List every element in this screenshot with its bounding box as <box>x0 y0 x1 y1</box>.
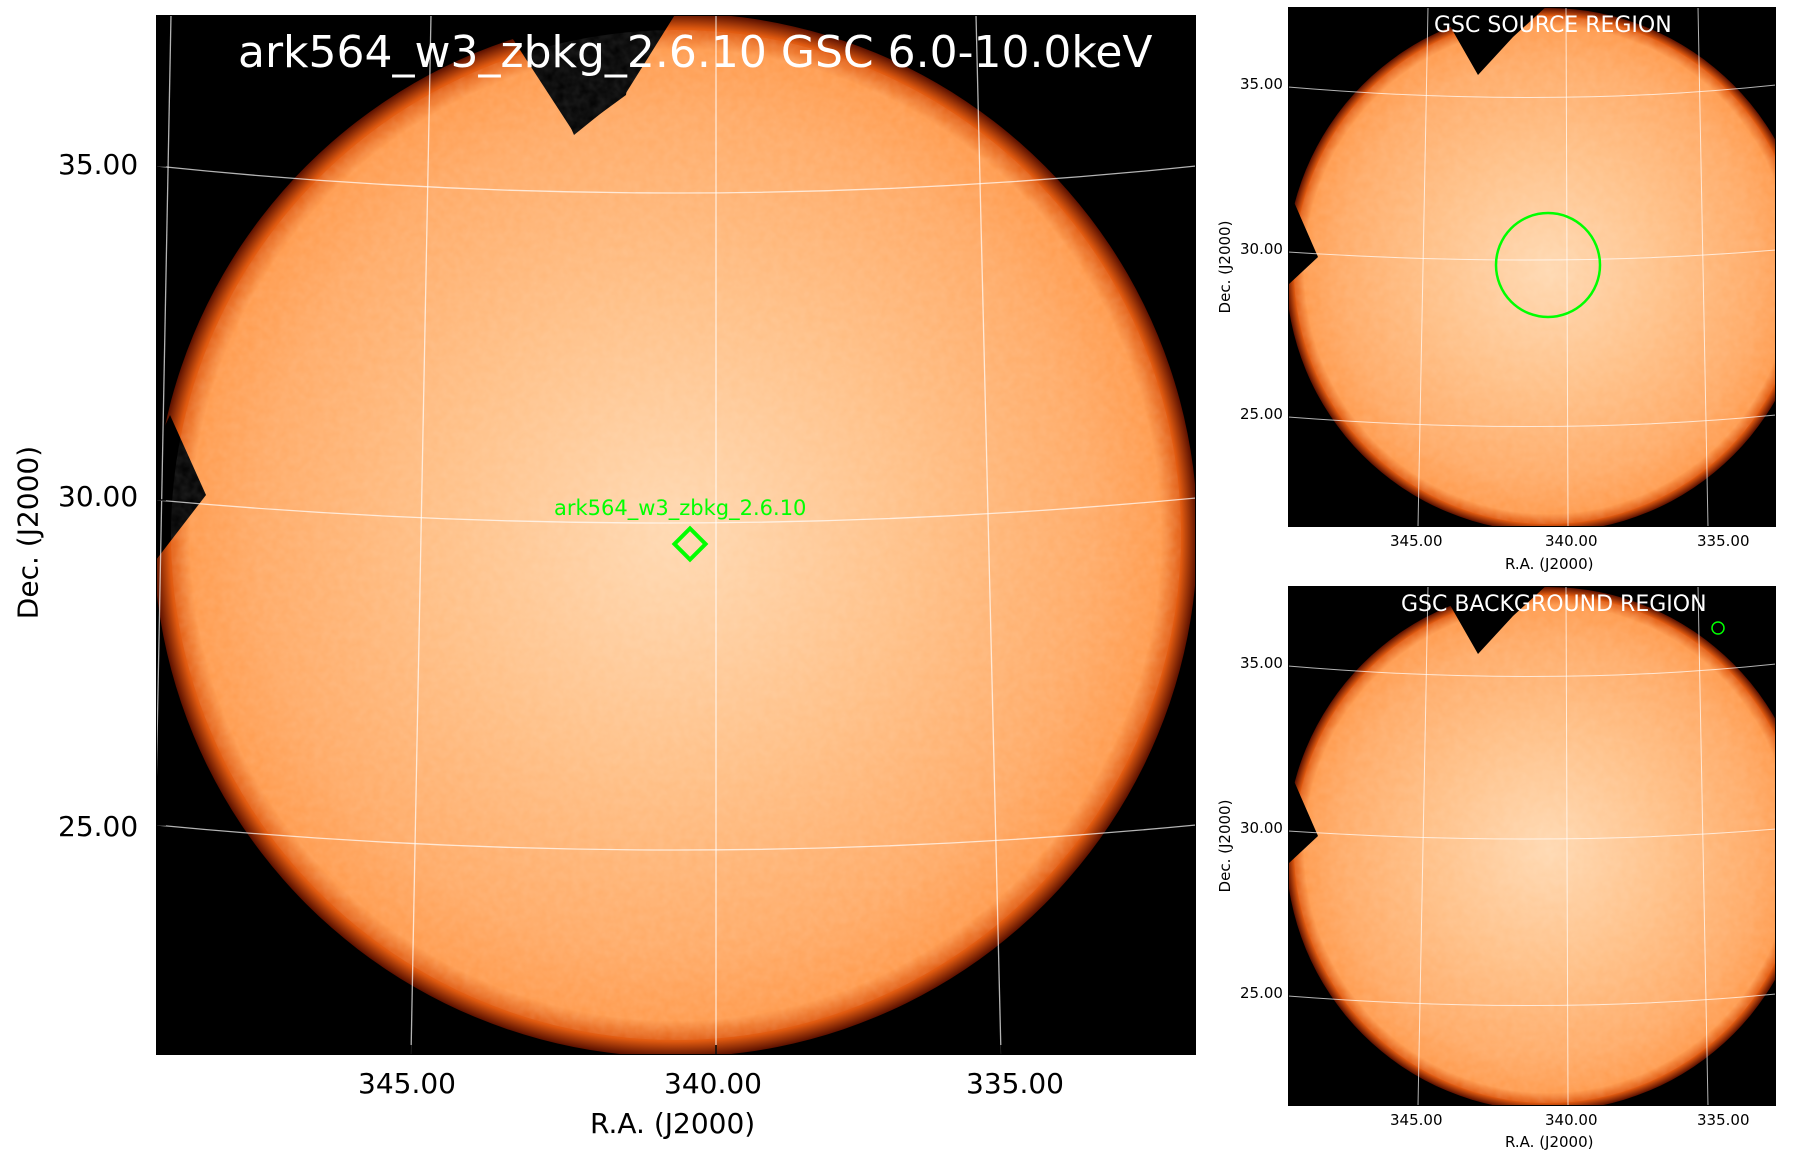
source-x-tick-label: 345.00 <box>1390 532 1443 550</box>
background-x-tick-label: 335.00 <box>1697 1111 1750 1129</box>
main-map-panel: ark564_w3_zbkg_2.6.10 GSC 6.0-10.0keV ar… <box>150 13 1198 1057</box>
main-y-tick-label: 35.00 <box>58 148 139 181</box>
main-x-tick-label: 340.00 <box>664 1067 762 1100</box>
background-y-tick-label: 35.00 <box>1240 654 1283 672</box>
background-region-image <box>1286 584 1810 1111</box>
background-x-axis-title: R.A. (J2000) <box>1505 1133 1594 1151</box>
background-x-tick-label: 340.00 <box>1545 1111 1598 1129</box>
source-x-tick-label: 335.00 <box>1697 532 1750 550</box>
source-region-panel: GSC SOURCE REGION <box>1286 5 1810 532</box>
main-map-image <box>150 13 1198 1057</box>
background-y-tick-label: 25.00 <box>1240 984 1283 1002</box>
source-region-image <box>1286 5 1810 532</box>
source-y-tick-label: 30.00 <box>1240 240 1283 258</box>
main-x-tick-label: 335.00 <box>966 1067 1064 1100</box>
main-x-tick-label: 345.00 <box>358 1067 456 1100</box>
main-coordinate-grid <box>150 14 1197 1056</box>
main-x-axis-title: R.A. (J2000) <box>590 1107 756 1140</box>
source-y-tick-label: 25.00 <box>1240 405 1283 423</box>
background-x-tick-label: 345.00 <box>1390 1111 1443 1129</box>
source-position-marker <box>671 525 709 563</box>
background-extraction-circle <box>1711 621 1725 635</box>
source-label: ark564_w3_zbkg_2.6.10 <box>554 496 807 520</box>
background-y-tick-label: 30.00 <box>1240 819 1283 837</box>
background-y-axis-title: Dec. (J2000) <box>1216 799 1234 893</box>
main-y-axis-title: Dec. (J2000) <box>11 445 45 620</box>
main-y-tick-label: 30.00 <box>58 480 139 513</box>
source-x-tick-label: 340.00 <box>1545 532 1598 550</box>
background-region-title: GSC BACKGROUND REGION <box>1401 592 1707 617</box>
source-y-axis-title: Dec. (J2000) <box>1216 220 1234 314</box>
main-title: ark564_w3_zbkg_2.6.10 GSC 6.0-10.0keV <box>238 27 1153 78</box>
source-x-axis-title: R.A. (J2000) <box>1505 555 1594 573</box>
source-y-tick-label: 35.00 <box>1240 75 1283 93</box>
main-y-tick-label: 25.00 <box>58 810 139 843</box>
background-region-panel: GSC BACKGROUND REGION <box>1286 584 1810 1111</box>
source-region-title: GSC SOURCE REGION <box>1434 13 1672 38</box>
source-extraction-circle <box>1494 211 1602 319</box>
